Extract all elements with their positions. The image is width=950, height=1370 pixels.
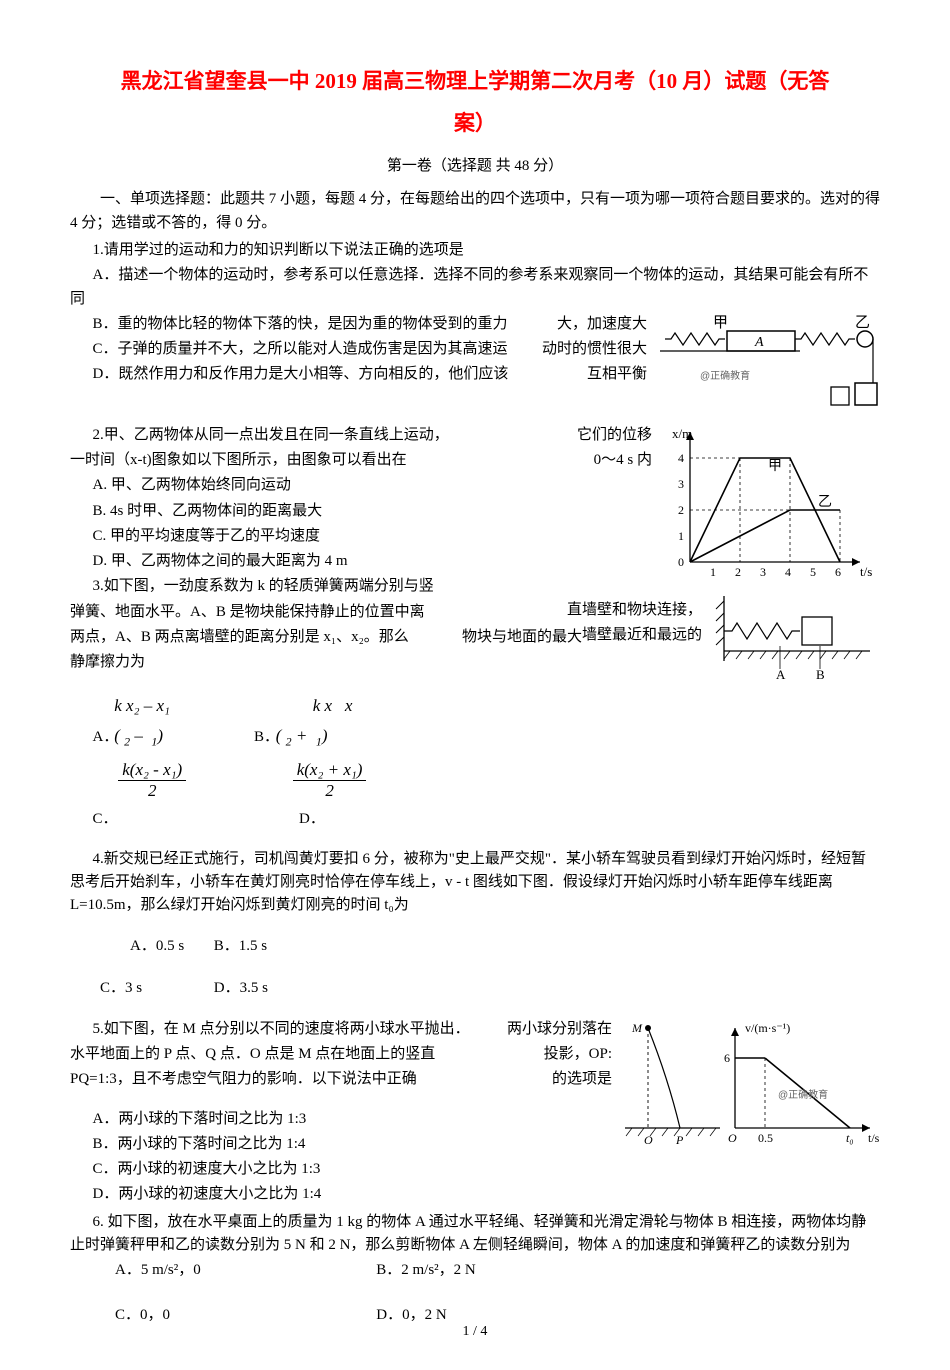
fig-q45-O: O [644,1133,653,1147]
fig-q45-ylabel: v/(m·s⁻¹) [745,1021,790,1035]
q3-label-C: C． [70,807,110,828]
q4-option-B: B．1.5 s [214,938,267,954]
fig-q45-watermark: @正确教育 [778,1088,828,1101]
q5-block: M O P v/(m·s⁻¹) t/s [70,1018,880,1209]
q4-option-A: A．0.5 s [100,935,210,958]
fig-q2-ytick-4: 4 [678,451,684,465]
title-line2: 案） [454,111,496,135]
figure-q1-spring-blocks: 甲 乙 A B @正确教育 [655,313,880,418]
fig-q2-svg: x/m t/s 0 1 2 3 4 1 2 3 4 5 6 甲 [660,422,880,582]
fig-q45-t0: t₀ [846,1131,854,1145]
q3-row1: k x₂ – x₁ k x x [70,696,880,719]
q6-option-A: A．5 m/s²，0 [93,1259,373,1282]
fig-q45-svg: M O P v/(m·s⁻¹) t/s [620,1018,880,1148]
q3-label-B: B． [232,725,272,746]
exam-title: 黑龙江省望奎县一中 2019 届高三物理上学期第二次月考（10 月）试题（无答 … [70,60,880,144]
fig-q45-ytick: 6 [724,1051,730,1065]
q3-options-AB: A． ( 2 – 1) B． ( 2 + 1) [70,725,880,749]
figure-q45-combined: M O P v/(m·s⁻¹) t/s [620,1018,880,1153]
q3-label-A: A． [70,725,110,746]
q4-row1: A．0.5 s B．1.5 s [70,935,880,958]
page-footer: 1 / 4 [0,1324,950,1340]
q3-frac-D: k(x₂ + x₁) 2 [293,760,367,801]
q3-options-CD-frac: k(x₂ - x₁) 2 k(x₂ + x₁) 2 [70,760,880,801]
fig-q1-watermark: @正确教育 [700,369,750,382]
fig-q2-ytick-2: 2 [678,503,684,517]
title-line1: 黑龙江省望奎县一中 2019 届高三物理上学期第二次月考（10 月）试题（无答 [121,69,830,93]
fig-q3-svg: A B [710,591,880,681]
section-1-instruction: 一、单项选择题：此题共 7 小题，每题 4 分，在每题给出的四个选项中，只有一项… [70,187,880,235]
q1-q2-block: 1.请用学过的运动和力的知识判断以下说法正确的选项是 A．描述一个物体的运动时，… [70,239,880,828]
q5-option-C: C．两小球的初速度大小之比为 1:3 [70,1158,880,1181]
fig-q1-label-jia: 甲 [713,315,728,331]
fig-q2-xlabel: t/s [860,564,872,579]
fig-q2-ytick-3: 3 [678,477,684,491]
figure-q3-wall-spring: A B [710,591,880,686]
q6-option-B: B．2 m/s²，2 N [376,1262,476,1278]
fig-q45-xlabel: t/s [868,1131,880,1145]
fig-q45-P: P [675,1133,684,1147]
q4-option-D: D．3.5 s [214,980,268,996]
q4-row2: C．3 s D．3.5 s [70,977,880,1000]
fig-q1-svg: 甲 乙 A B @正确教育 [655,313,880,413]
q4-option-C: C．3 s [100,977,210,1000]
q3-options-CD-labels: C． D． [70,807,880,828]
fig-q2-ylabel: x/m [672,426,692,441]
q3-A-top: k x₂ – x₁ [114,696,184,716]
q3-label-D: D． [277,807,317,828]
q3-frac-C: k(x₂ - x₁) 2 [118,760,186,801]
paper-part-subtitle: 第一卷（选择题 共 48 分） [70,154,880,175]
fig-q3-label-A: A [776,667,786,681]
fig-q2-xtick-3: 3 [760,565,766,579]
q1-stem: 1.请用学过的运动和力的知识判断以下说法正确的选项是 [70,239,880,262]
fig-q2-label-yi: 乙 [818,494,832,510]
fig-q45-origin: O [728,1131,737,1145]
q1-option-A: A．描述一个物体的运动时，参考系可以任意选择．选择不同的参考系来观察同一个物体的… [70,264,880,311]
q6-row1: A．5 m/s²，0 B．2 m/s²，2 N [70,1259,880,1282]
fig-q1-label-yi: 乙 [855,315,870,331]
fig-q2-xtick-6: 6 [835,565,841,579]
fig-q2-label-jia: 甲 [768,459,782,474]
fig-q2-xtick-2: 2 [735,565,741,579]
fig-q2-xtick-1: 1 [710,565,716,579]
q5-option-D: D．两小球的初速度大小之比为 1:4 [70,1183,880,1206]
fig-q1-label-A: A [754,335,764,350]
fig-q45-xtick: 0.5 [758,1131,773,1145]
fig-q2-ytick-1: 1 [678,529,684,543]
fig-q2-xtick-5: 5 [810,565,816,579]
figure-q2-xt-graph: x/m t/s 0 1 2 3 4 1 2 3 4 5 6 甲 [660,422,880,587]
q4-stem: 4.新交规已经正式施行，司机闯黄灯要扣 6 分，被称为"史上最严交规"．某小轿车… [70,848,880,918]
fig-q2-xtick-4: 4 [785,565,791,579]
fig-q45-M: M [631,1021,643,1035]
fig-q3-label-B: B [816,667,825,681]
fig-q2-ytick-0: 0 [678,555,684,569]
q6-stem: 6. 如下图，放在水平桌面上的质量为 1 kg 的物体 A 通过水平轻绳、轻弹簧… [70,1211,880,1258]
q6-option-D: D．0，2 N [376,1307,446,1323]
